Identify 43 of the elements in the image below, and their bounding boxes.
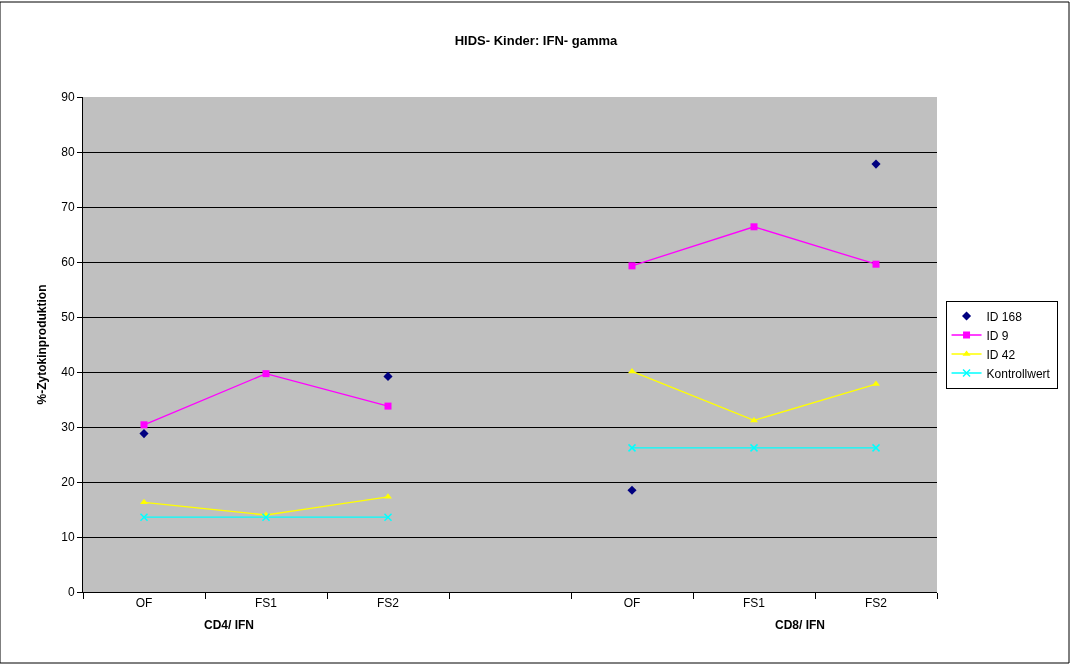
point xyxy=(749,416,759,423)
x-tick-label: FS1 xyxy=(254,596,278,611)
point xyxy=(871,159,881,169)
legend-label: ID 9 xyxy=(986,328,1009,343)
y-tick-label: 60 xyxy=(61,255,75,270)
y-axis-title: %-Zytokinproduktion xyxy=(34,284,49,405)
y-tick-label: 10 xyxy=(61,530,75,545)
point xyxy=(261,512,271,522)
y-tick-label: 0 xyxy=(67,585,75,600)
x-tick-label: FS2 xyxy=(376,596,400,611)
point xyxy=(262,370,270,378)
point xyxy=(139,498,149,505)
point xyxy=(384,402,392,410)
legend-label: ID 168 xyxy=(986,309,1023,324)
x-tick-label: OF xyxy=(135,596,153,611)
y-tick-label: 90 xyxy=(61,90,75,105)
point xyxy=(383,371,393,381)
legend-label: ID 42 xyxy=(986,347,1016,362)
x-tick-label: FS1 xyxy=(742,596,766,611)
legend-label: Kontrollwert xyxy=(986,366,1051,381)
point xyxy=(383,512,393,522)
y-tick-label: 80 xyxy=(61,145,75,160)
point xyxy=(750,223,758,231)
y-tick-label: 70 xyxy=(61,200,75,215)
y-tick-label: 50 xyxy=(61,310,75,325)
point xyxy=(628,262,636,270)
text: CD8/ IFN xyxy=(775,618,826,632)
chart-title: HIDS- Kinder: IFN- gamma xyxy=(454,32,619,48)
point xyxy=(749,443,759,453)
point xyxy=(140,421,148,429)
point xyxy=(139,429,149,439)
x-tick-label: OF xyxy=(623,596,641,611)
text: CD4/ IFN xyxy=(204,618,255,632)
point xyxy=(627,485,637,495)
y-tick-label: 20 xyxy=(61,475,75,490)
point xyxy=(139,512,149,522)
y-tick-label: 40 xyxy=(61,365,75,380)
point xyxy=(627,367,637,374)
point xyxy=(871,443,881,453)
x-tick-label: FS2 xyxy=(864,596,888,611)
y-tick-label: 30 xyxy=(61,420,75,435)
point xyxy=(627,443,637,453)
point xyxy=(872,260,880,268)
